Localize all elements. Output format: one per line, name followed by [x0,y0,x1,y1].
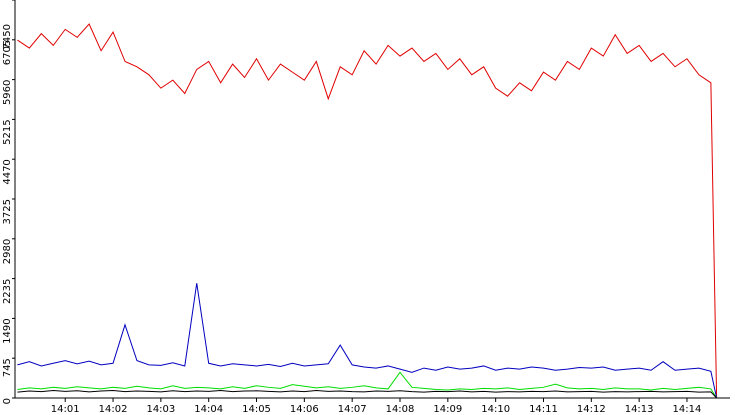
x-tick-label: 14:01 [51,404,80,415]
y-tick-label: 2235 [2,279,13,304]
series-line [17,23,718,399]
series-line [17,371,718,399]
x-tick-label: 14:09 [433,404,462,415]
x-tick-label: 14:12 [577,404,606,415]
x-tick-label: 14:06 [290,404,319,415]
y-tick-label: 1490 [2,318,13,343]
x-tick-label: 14:08 [386,404,415,415]
y-tick-label: 4470 [2,159,13,184]
x-tick-label: 14:04 [194,404,223,415]
y-tick-label: 3725 [2,199,13,224]
x-tick-label: 14:05 [242,404,271,415]
y-tick-label: 6705 [2,40,13,65]
x-tick-label: 14:10 [481,404,510,415]
x-tick-label: 14:14 [673,404,702,415]
series-line [17,390,717,399]
y-tick-label: 2980 [2,239,13,264]
y-tick-label: 745 [2,358,13,377]
x-tick-label: 14:02 [99,404,128,415]
y-tick-label: 0 [2,398,13,404]
x-tick-label: 14:11 [529,404,558,415]
y-tick-label: 5960 [2,80,13,105]
y-tick-label: 5215 [2,119,13,144]
x-tick-label: 14:03 [146,404,175,415]
x-tick-label: 14:13 [625,404,654,415]
y-tick-label: 7450 [2,24,13,49]
x-tick-label: 14:07 [338,404,367,415]
series-line [17,283,718,399]
